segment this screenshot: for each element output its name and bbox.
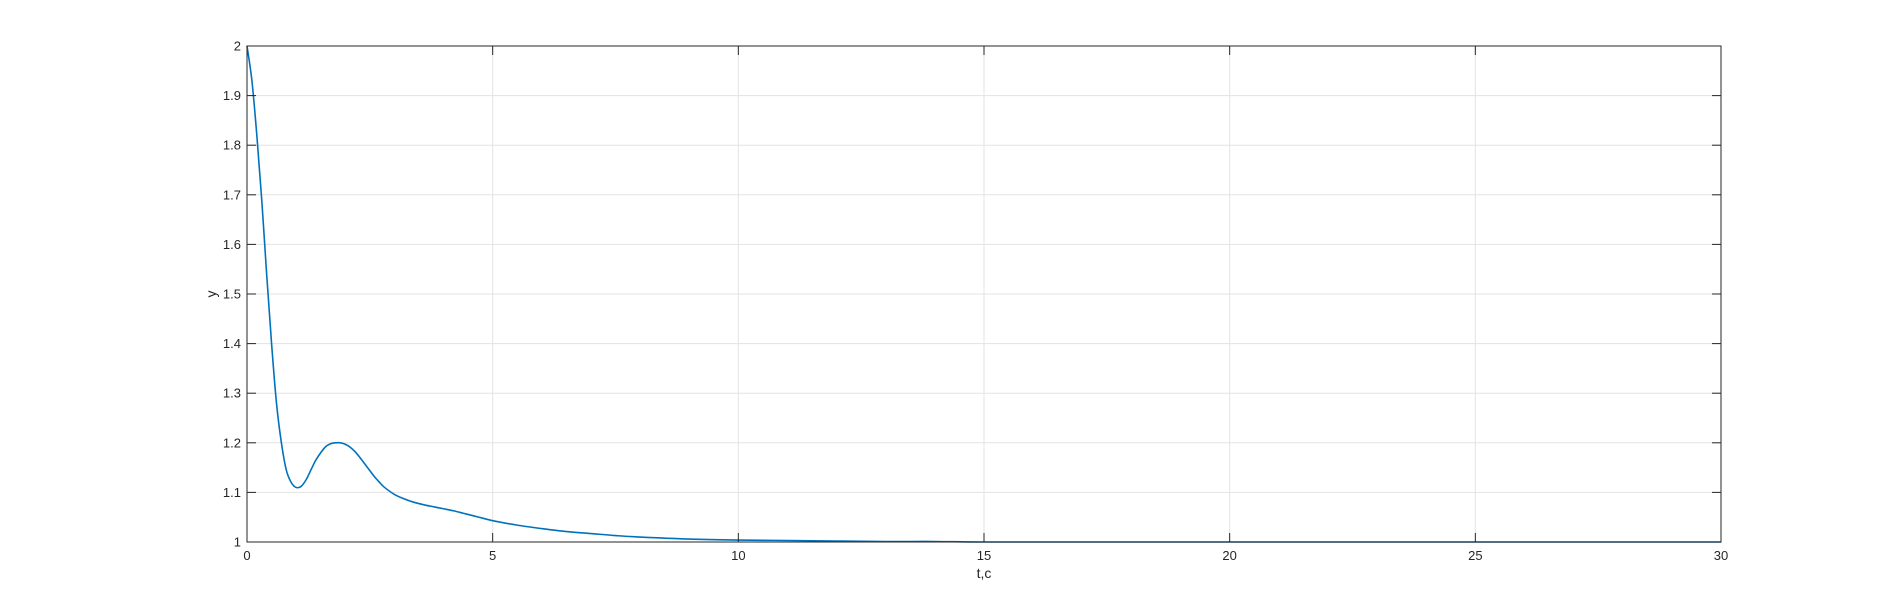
y-tick-label: 2 [234, 39, 241, 54]
x-axis-label: t,c [977, 565, 992, 581]
y-tick-label: 1.8 [223, 138, 241, 153]
axis-ticks: 0 5 10 15 20 25 30 1 1.1 1.2 1.3 1.4 1.5 1.6 1.7 1.8 1.9… [223, 39, 1728, 564]
y-tick-label: 1.4 [223, 336, 241, 351]
y-axis-label: y [203, 291, 219, 298]
grid-lines [247, 46, 1721, 542]
y-tick-label: 1.9 [223, 88, 241, 103]
y-tick-label: 1.2 [223, 435, 241, 450]
series-line [246, 45, 1721, 543]
x-tick-label: 25 [1468, 548, 1482, 563]
y-tick-label: 1.6 [223, 237, 241, 252]
x-tick-label: 10 [731, 548, 745, 563]
x-tick-label: 5 [489, 548, 496, 563]
x-tick-label: 0 [243, 548, 250, 563]
y-tick-label: 1.5 [223, 287, 241, 302]
y-tick-label: 1.7 [223, 187, 241, 202]
y-tick-label: 1.1 [223, 485, 241, 500]
x-tick-label: 30 [1714, 548, 1728, 563]
x-tick-label: 20 [1222, 548, 1236, 563]
y-tick-label: 1.3 [223, 386, 241, 401]
x-tick-label: 15 [977, 548, 991, 563]
y-tick-label: 1 [234, 535, 241, 550]
